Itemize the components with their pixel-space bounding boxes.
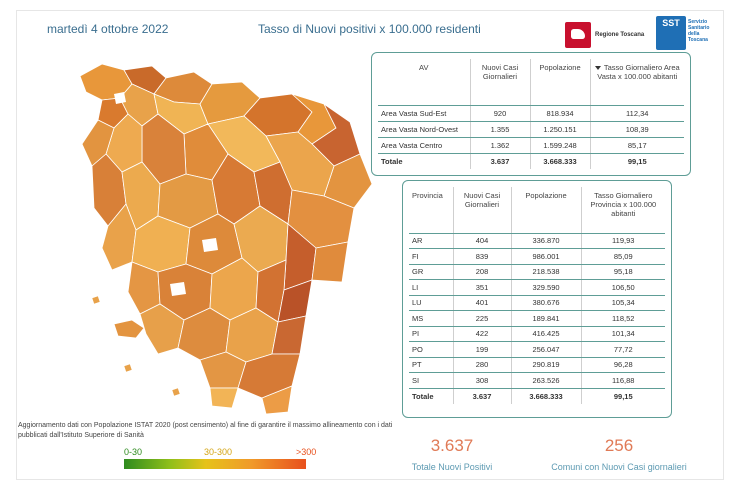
table-row: PI 422 416.425 101,34 (409, 326, 665, 342)
av-header-casi: Nuovi Casi Giornalieri (470, 59, 531, 106)
provincia-table: Provincia Nuovi Casi Giornalieri Popolaz… (409, 187, 665, 404)
table-row: SI 308 263.526 116,88 (409, 372, 665, 389)
kpi-positivi-label: Totale Nuovi Positivi (411, 462, 493, 472)
table-row: PO 199 256.047 77,72 (409, 341, 665, 358)
kpi-positivi-value: 3.637 (430, 436, 474, 455)
table-row: AR 404 336.870 119,93 (409, 233, 665, 249)
tuscany-choropleth-map (79, 63, 373, 415)
legend-high-label: >300 (296, 447, 317, 457)
table-row: GR 208 218.538 95,18 (409, 264, 665, 280)
map-white-holes (114, 92, 218, 296)
prov-header-pop: Popolazione (511, 187, 582, 234)
area-vasta-table: AV Nuovi Casi Giornalieri Popolazione Ta… (378, 59, 684, 169)
table-total-row: Totale 3.637 3.668.333 99,15 (378, 153, 684, 169)
sst-text: Servizio Sanitario della Toscana (688, 19, 710, 43)
av-header-tasso[interactable]: Tasso Giornaliero Area Vasta x 100.000 a… (590, 59, 684, 106)
prov-header-tasso: Tasso Giornaliero Provincia x 100.000 ab… (581, 187, 665, 234)
table-total-row: Totale 3.637 3.668.333 99,15 (409, 388, 665, 404)
sst-logo: SST Servizio Sanitario della Toscana (656, 16, 716, 52)
table-row: FI 839 986.001 85,09 (409, 248, 665, 265)
table-row: MS 225 189.841 118,52 (409, 310, 665, 327)
pegasus-emblem-icon (565, 22, 591, 48)
regione-toscana-logo: Regione Toscana (565, 19, 645, 51)
kpi-totale-positivi: 3.637 Totale Nuovi Positivi (400, 436, 504, 472)
table-row: LI 351 329.590 106,50 (409, 279, 665, 296)
table-row: Area Vasta Nord-Ovest 1.355 1.250.151 10… (378, 121, 684, 138)
kpi-comuni-value: 256 (604, 436, 634, 455)
legend-mid-label: 30-300 (204, 447, 233, 457)
av-header-pop: Popolazione (530, 59, 591, 106)
data-footnote: Aggiornamento dati con Popolazione ISTAT… (18, 422, 393, 439)
prov-header-name: Provincia (409, 187, 454, 234)
legend-low-label: 0-30 (124, 447, 143, 457)
av-header-name: AV (378, 59, 471, 106)
sst-badge: SST (656, 16, 686, 50)
table-row: LU 401 380.676 105,34 (409, 295, 665, 311)
sort-desc-icon[interactable] (594, 66, 601, 71)
area-vasta-panel: AV Nuovi Casi Giornalieri Popolazione Ta… (371, 52, 691, 176)
prov-header-casi: Nuovi Casi Giornalieri (453, 187, 512, 234)
report-date: martedì 4 ottobre 2022 (47, 22, 169, 36)
tuscany-municipalities (79, 63, 373, 415)
table-row: Area Vasta Centro 1.362 1.599.248 85,17 (378, 137, 684, 154)
table-row: PT 280 290.819 96,28 (409, 357, 665, 373)
color-legend-gradient (124, 459, 306, 469)
elba-island (113, 319, 145, 339)
kpi-comuni-label: Comuni con Nuovi Casi giornalieri (551, 462, 687, 472)
regione-toscana-label: Regione Toscana (595, 32, 645, 38)
provincia-panel: Provincia Nuovi Casi Giornalieri Popolaz… (402, 180, 672, 418)
kpi-comuni: 256 Comuni con Nuovi Casi giornalieri (538, 436, 700, 472)
table-row: Area Vasta Sud-Est 920 818.934 112,34 (378, 105, 684, 122)
report-title: Tasso di Nuovi positivi x 100.000 reside… (258, 22, 481, 36)
small-islands (91, 295, 181, 397)
color-legend-labels: 0-30 30-300 >300 (124, 447, 317, 458)
